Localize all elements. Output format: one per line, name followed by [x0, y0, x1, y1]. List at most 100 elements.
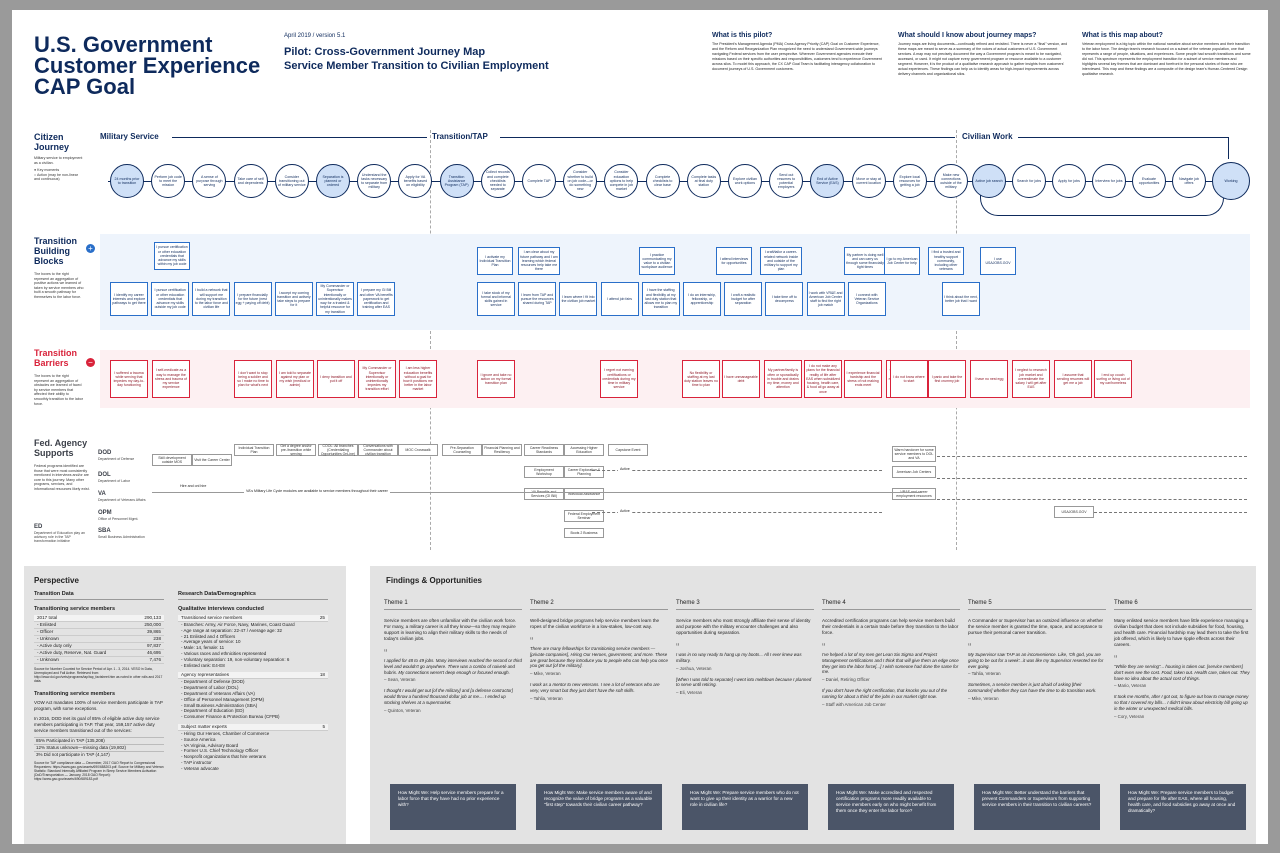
tap-item: 85% Participated in TAP (135,208): [34, 737, 164, 744]
barrier-box: I do not know where to start: [890, 360, 928, 398]
subtitle-line-2: Service Member Transition to Civilian Em…: [284, 60, 549, 72]
sme-count: 5: [322, 723, 325, 729]
building-block-bottom: I build a network that will support me d…: [192, 282, 231, 316]
how-might-we-box: How Might We: Make service members aware…: [536, 784, 662, 830]
building-block-bottom: I work with VR&E and American Job Center…: [806, 282, 845, 316]
tsm2-item: - 21 Enlisted and 4 Officers: [181, 633, 236, 639]
info-map-about-text: Veteran employment is a big topic within…: [1082, 42, 1251, 76]
tap-source: Source for TAP compliance data — Decembe…: [34, 761, 164, 781]
theme-quote-1: I applied for 48 to 49 jobs. Many interv…: [384, 658, 522, 675]
theme-body: Accredited certification programs can he…: [822, 618, 959, 635]
building-block-bottom: I connect with Veteran Service Organizat…: [847, 282, 886, 316]
barrier-box: I panic and take the first crummy job: [928, 360, 966, 398]
tsm2-item: - Voluntary separation: 19, non-voluntar…: [181, 656, 290, 662]
active-note-2: Active: [618, 508, 632, 514]
journey-step: Take care of self and dependents: [233, 164, 268, 198]
theme-quote-2: Sometimes, a service member is just afra…: [968, 682, 1097, 694]
reps-item: - Small Business Administration (SBA): [181, 702, 258, 708]
barrier-box: I have unmanageable debt: [722, 360, 760, 398]
agency-dod-name: Department of Defense: [98, 457, 135, 461]
theme-body: Well-designed bridge programs help servi…: [530, 618, 660, 629]
sme-item: - Source America: [181, 736, 216, 742]
info-journey-maps-title: What should I know about journey maps?: [898, 32, 1037, 39]
program-box: VA Benefits and Services (GI Bill): [524, 488, 564, 500]
program-box: MOC Crosswalk: [398, 444, 438, 456]
barrier-box: I self-medicate as a way to manage the s…: [152, 360, 190, 398]
tsm2-label: Transitioned service members: [181, 615, 243, 620]
barrier-box: I am told to separate against my plan or…: [276, 360, 314, 398]
program-box: USAJOBS.GOV: [1054, 506, 1094, 518]
tsm-label: Transitioning service members: [34, 606, 116, 612]
theme-quote-2: I work as a mentor to new veterans. I se…: [530, 682, 660, 693]
barrier-box: My Commander or Supervisor intentionally…: [358, 360, 396, 398]
perspective-panel: Perspective Transition Data Transitionin…: [24, 566, 346, 844]
theme-title: Theme 5: [968, 600, 1106, 610]
tap-text-1: VOW Act mandates 100% of service members…: [34, 700, 163, 711]
building-block-top: My partner is doing well and can carry u…: [844, 247, 886, 275]
building-block-bottom: I accept my coming transition and active…: [274, 282, 313, 316]
building-block-top: I go to my American Job Center for help: [884, 247, 920, 275]
quote-mark-icon: “: [676, 642, 680, 653]
tsm-row-label: - Enlisted: [37, 622, 57, 627]
theme-quote-2: [When I was told to separate] I went int…: [676, 676, 812, 688]
building-block-bottom: I identify my career interests and explo…: [110, 282, 148, 316]
tsm-table: 2017 total 290,133 - Enlisted 250,000 - Offi…: [34, 615, 164, 664]
theme-column: Theme 4 Accredited certification programs…: [822, 600, 960, 838]
program-box: American Job Centers: [892, 466, 936, 478]
tsm-source: Source for Number Counted for Service Pe…: [34, 667, 163, 683]
agency-va-name: Department of Veterans Affairs: [98, 498, 146, 502]
journey-step: Complete checklists to clear base: [645, 164, 680, 198]
tsm-row: - Active duty only 97,837: [34, 643, 164, 650]
barriers-desc: The boxes to the right represent an aggr…: [34, 374, 83, 406]
fed-label: Fed. Agency Supports: [34, 438, 88, 458]
info-journey-maps-text: Journey maps are living documents—contin…: [898, 42, 1068, 76]
tsm-row: - Unknown 7,476: [34, 657, 164, 664]
quote-mark-icon: “: [1114, 654, 1118, 665]
findings-panel: Findings & Opportunities: [370, 566, 1256, 844]
agency-dol-name: Department of Labor: [98, 479, 131, 483]
tsm2-item: - Branches: Army, Air Force, Navy, Marin…: [181, 622, 295, 627]
tap-item: 12% Status unknown—missing data (19,802): [34, 744, 164, 751]
barrier-box: I end up couch surfing or living out of …: [1094, 360, 1132, 398]
building-block-top: I attend interviews for opportunities: [716, 247, 752, 275]
journey-step: Active job search: [972, 164, 1006, 198]
sme-item: - TAP instructor: [181, 759, 212, 765]
tsm-row-label: - Unknown: [37, 636, 59, 641]
phase-transition: Transition/TAP: [432, 132, 488, 141]
research-title: Research Data/Demographics: [178, 591, 328, 600]
journey-step: 24 months prior to transition: [110, 164, 144, 198]
journey-step: Complete tasks at final duty station: [686, 164, 721, 198]
theme-quote-1: My Supervisor saw TAP as an inconvenienc…: [968, 652, 1104, 669]
theme-body: Service members are often unfamiliar wit…: [384, 618, 517, 641]
program-box: Accessing Higher Education: [564, 444, 604, 456]
dol-ext-line: [937, 478, 1247, 479]
how-might-we-box: How Might We: Better understand the barr…: [974, 784, 1100, 830]
fed-label-block: Fed. Agency Supports Federal programs id…: [34, 438, 96, 492]
tsm2-count: 25: [319, 615, 325, 620]
building-block-bottom: I craft a realistic budget for after sep…: [724, 282, 763, 316]
barrier-box: I do not make any plans for the financia…: [804, 360, 842, 398]
journey-step: Consider whether to build on job code—or…: [563, 164, 598, 198]
theme-quote-1: "While they are serving"... housing is t…: [1114, 664, 1250, 681]
tap-item: 3% Did not participate in TAP (4,147): [34, 751, 164, 758]
building-block-bottom: I prepare my GI Bill and other VA benefi…: [357, 282, 396, 316]
sme-items: - Hiring Our Heroes, Chamber of Commerce…: [178, 731, 328, 772]
building-block-top: I find a trusted and healthy support com…: [928, 247, 964, 275]
barrier-box: I ignore and take no action on my formal…: [477, 360, 515, 398]
journey-step: Explore civilian work options: [728, 164, 762, 198]
tsm2-item: - Enlisted rank: E4-E8: [181, 662, 225, 668]
reps-item: - Consumer Finance & Protection Bureau (…: [181, 714, 280, 720]
barrier-box: My partner/family is often or sporadical…: [764, 360, 802, 398]
program-box: Individual Transition Plan: [234, 444, 274, 456]
barrier-box: I have no nest egg: [970, 360, 1008, 398]
theme-source-1: – Mike, Veteran: [530, 671, 561, 677]
barrier-box: I experience financial hardship and the …: [844, 360, 882, 398]
agency-dol-code: DOL: [98, 472, 111, 478]
citizen-journey-desc: Military service to employment as a civi…: [34, 156, 83, 165]
building-block-bottom: I take stock of my formal and informal s…: [477, 282, 515, 316]
agency-sba-code: SBA: [98, 528, 111, 534]
agency-sba-name: Small Business Administration: [98, 535, 145, 539]
theme-source-1: – Sean, Veteran: [384, 677, 416, 683]
opm-ext-line: [1094, 512, 1247, 513]
phase-civilian: Civilian Work: [962, 132, 1013, 141]
